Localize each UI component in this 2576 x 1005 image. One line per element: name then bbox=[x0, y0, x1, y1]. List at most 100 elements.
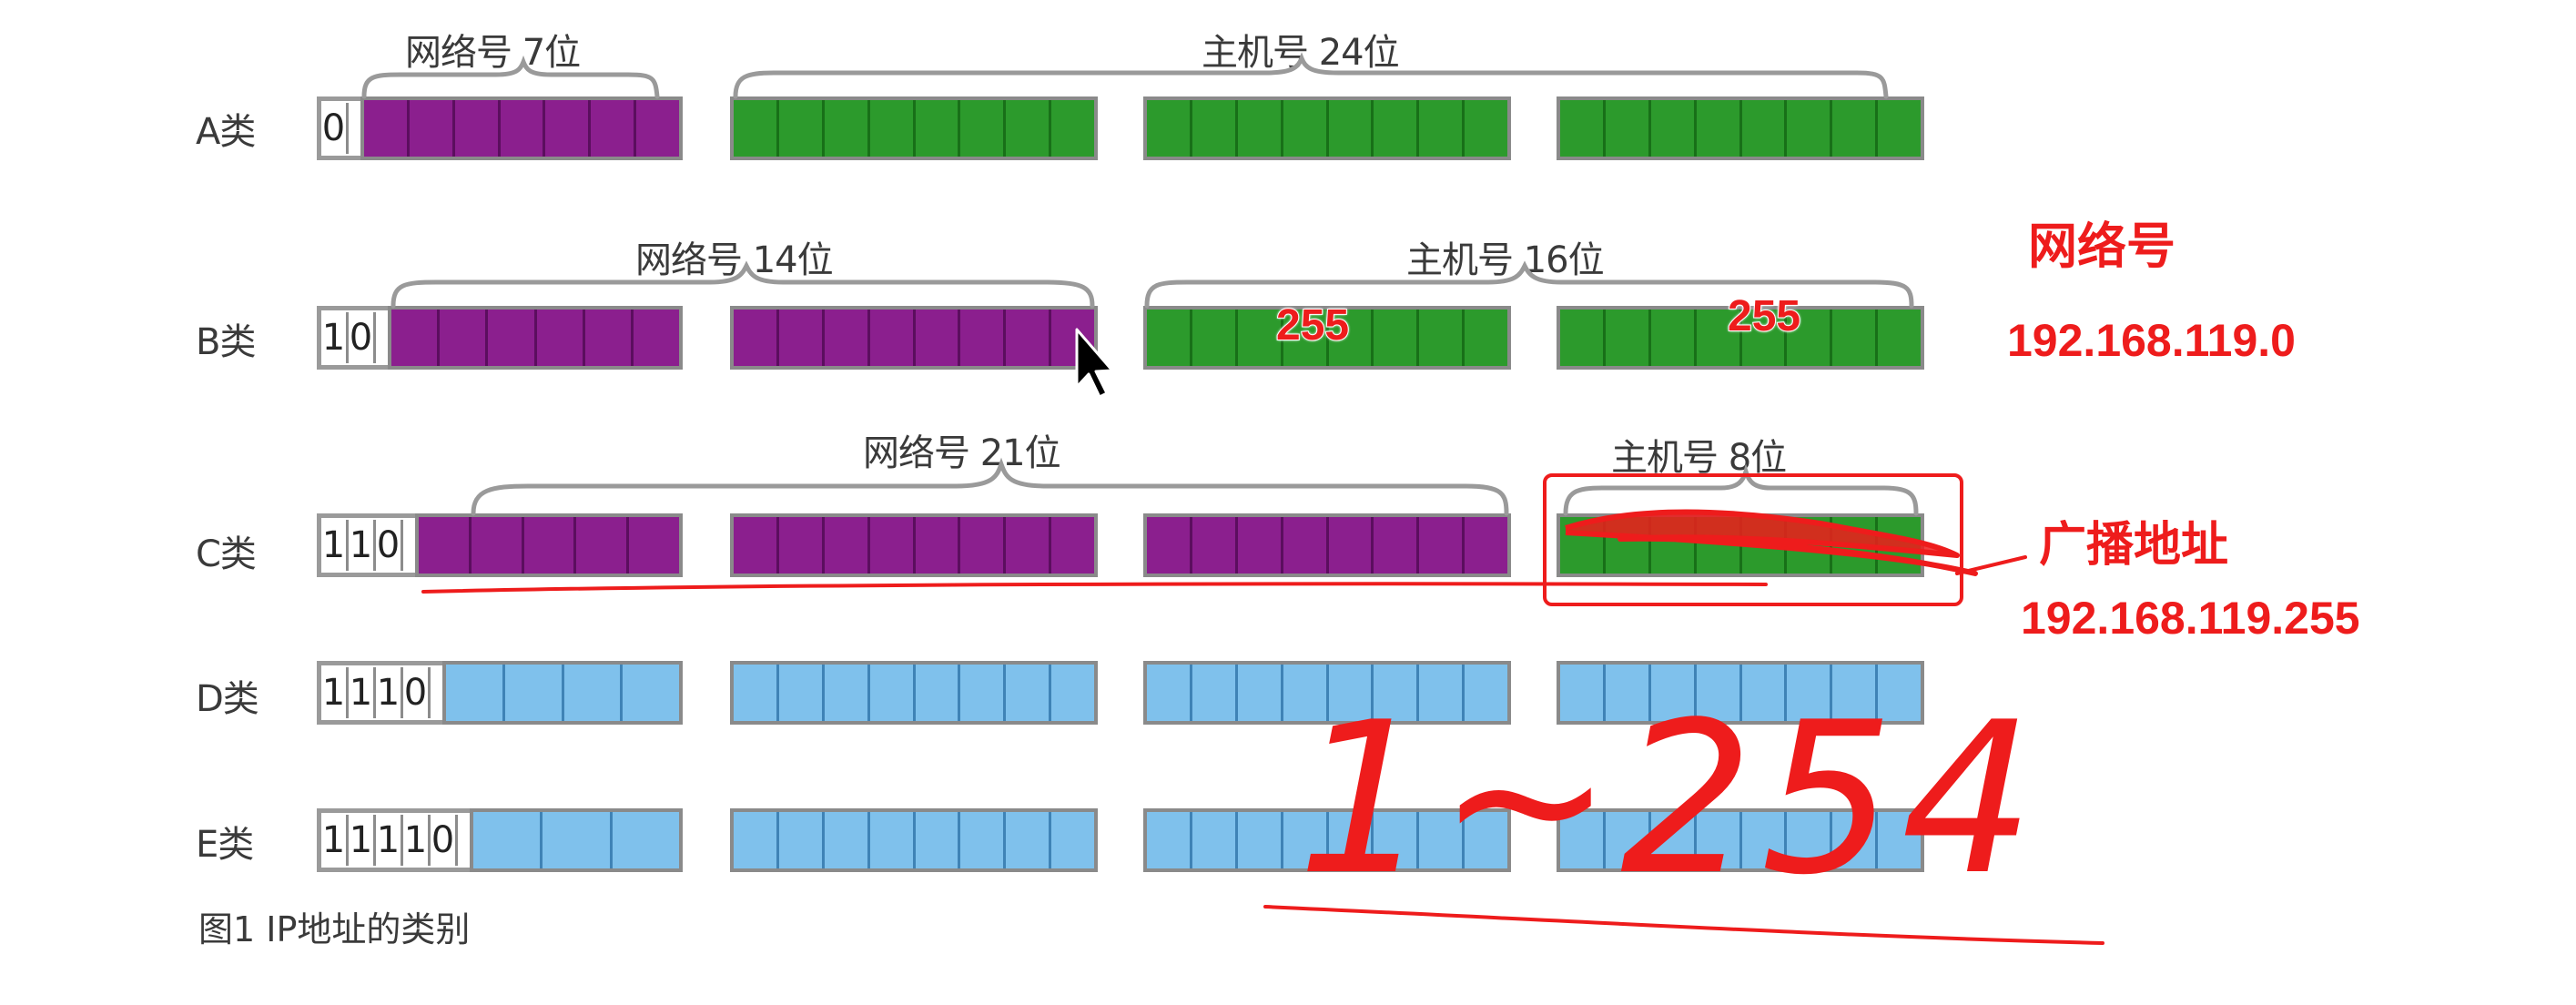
bit-cell bbox=[916, 100, 961, 157]
bit-cell bbox=[1238, 100, 1283, 157]
prefix-bit: 0 bbox=[376, 520, 403, 571]
bit-cell bbox=[1006, 310, 1052, 366]
bit-cell bbox=[1787, 812, 1833, 868]
bit-cell bbox=[1787, 665, 1833, 721]
bit-cell bbox=[1465, 100, 1507, 157]
prefix-bit: 1 bbox=[349, 667, 376, 718]
bit-cell bbox=[1006, 100, 1052, 157]
prefix-bit: 0 bbox=[403, 667, 431, 718]
network-id-title: 网络号 bbox=[2028, 219, 2175, 274]
bit-cell bbox=[1238, 665, 1283, 721]
bit-cell bbox=[1238, 812, 1283, 868]
bit-cell bbox=[501, 100, 546, 157]
bit-cell bbox=[1465, 310, 1507, 366]
bit-cell bbox=[1374, 310, 1420, 366]
bit-cell bbox=[1697, 812, 1742, 868]
bit-cell bbox=[1147, 100, 1192, 157]
bit-cell bbox=[960, 310, 1007, 366]
class-e-octet-4 bbox=[1557, 808, 1924, 872]
bit-cell bbox=[1374, 665, 1420, 721]
bit-cell bbox=[734, 812, 779, 868]
bit-cell bbox=[916, 812, 961, 868]
class-e-octet-2 bbox=[730, 808, 1098, 872]
bit-cell bbox=[1329, 665, 1374, 721]
bit-cell bbox=[1560, 100, 1606, 157]
bit-cell bbox=[1374, 812, 1420, 868]
bit-cell bbox=[1147, 665, 1192, 721]
bit-cell bbox=[1878, 517, 1921, 574]
class-c-label: C类 bbox=[196, 533, 257, 575]
bit-cell bbox=[1651, 310, 1697, 366]
bit-cell bbox=[505, 665, 564, 721]
bit-cell bbox=[543, 812, 613, 868]
bit-cell bbox=[1283, 517, 1329, 574]
class-c-host-label: 主机号 8位 bbox=[1611, 437, 1787, 479]
prefix-bit: 0 bbox=[431, 815, 458, 866]
bit-cell bbox=[825, 517, 870, 574]
bit-cell bbox=[1742, 100, 1788, 157]
bit-cell bbox=[1651, 812, 1697, 868]
bit-cell bbox=[1832, 517, 1879, 574]
figure-caption: 图1 IP地址的类别 bbox=[198, 909, 471, 949]
bit-cell bbox=[1787, 517, 1833, 574]
bit-cell bbox=[1006, 517, 1052, 574]
bit-cell bbox=[1606, 100, 1651, 157]
bit-cell bbox=[1192, 517, 1238, 574]
class-b-host-label: 主机号 16位 bbox=[1406, 239, 1605, 281]
class-b-prefix: 1 0 bbox=[317, 306, 388, 370]
bit-cell bbox=[564, 665, 624, 721]
bit-cell bbox=[1283, 812, 1329, 868]
class-e-label: E类 bbox=[196, 824, 254, 866]
bit-cell bbox=[1878, 100, 1921, 157]
bit-cell bbox=[916, 665, 961, 721]
bit-cell bbox=[364, 100, 410, 157]
class-d-octet-3 bbox=[1143, 661, 1511, 725]
prefix-bit: 1 bbox=[321, 312, 349, 363]
bit-cell bbox=[825, 100, 870, 157]
bit-cell bbox=[1329, 812, 1374, 868]
bit-cell bbox=[1051, 100, 1094, 157]
bit-cell bbox=[1283, 665, 1329, 721]
bit-cell bbox=[870, 665, 916, 721]
bit-cell bbox=[488, 310, 537, 366]
bit-cell bbox=[1374, 517, 1420, 574]
red-underline-class-c bbox=[421, 582, 1768, 594]
class-b-network-label: 网络号 14位 bbox=[635, 239, 834, 281]
bit-cell bbox=[1560, 665, 1606, 721]
bit-cell bbox=[1651, 517, 1697, 574]
bit-cell bbox=[1878, 310, 1921, 366]
bit-cell bbox=[1238, 310, 1283, 366]
bit-cell bbox=[1560, 517, 1606, 574]
bit-cell bbox=[1651, 100, 1697, 157]
prefix-bit: 0 bbox=[349, 312, 376, 363]
class-c-octet-1 bbox=[415, 513, 683, 577]
bit-cell bbox=[1283, 100, 1329, 157]
bit-cell bbox=[1651, 665, 1697, 721]
class-d-octet-2 bbox=[730, 661, 1098, 725]
bit-cell bbox=[1374, 100, 1420, 157]
bit-cell bbox=[629, 517, 679, 574]
class-a-host-label: 主机号 24位 bbox=[1202, 32, 1400, 74]
bit-cell bbox=[1192, 310, 1238, 366]
class-d-octet-4 bbox=[1557, 661, 1924, 725]
bit-cell bbox=[1606, 310, 1651, 366]
bit-cell bbox=[1192, 812, 1238, 868]
bit-cell bbox=[870, 100, 916, 157]
bit-cell bbox=[1006, 665, 1052, 721]
bit-cell bbox=[1742, 812, 1788, 868]
bit-cell bbox=[779, 100, 825, 157]
bit-cell bbox=[734, 100, 779, 157]
bit-cell bbox=[576, 517, 630, 574]
class-b-label: B类 bbox=[196, 321, 256, 363]
b-octet4-255-note: 255 bbox=[1727, 291, 1801, 341]
bit-cell bbox=[916, 310, 961, 366]
broadcast-address-note: 192.168.119.255 bbox=[2021, 593, 2360, 644]
network-address-note: 192.168.119.0 bbox=[2007, 315, 2296, 366]
bit-cell bbox=[1697, 310, 1742, 366]
bit-cell bbox=[1192, 665, 1238, 721]
prefix-bit: 1 bbox=[349, 815, 376, 866]
bit-cell bbox=[825, 812, 870, 868]
bit-cell bbox=[960, 812, 1007, 868]
bit-cell bbox=[1832, 100, 1879, 157]
bit-cell bbox=[1329, 310, 1374, 366]
